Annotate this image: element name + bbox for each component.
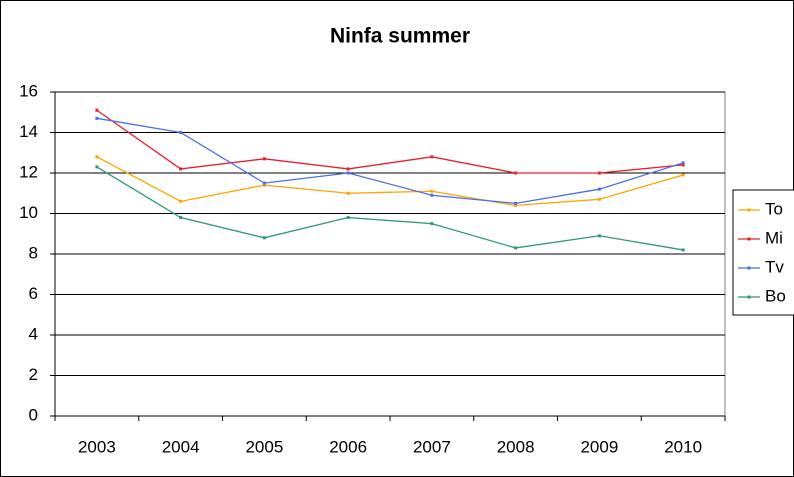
y-tick-label: 0	[29, 405, 38, 424]
x-tick-label: 2006	[329, 437, 367, 456]
legend-marker	[747, 208, 751, 212]
series-line	[96, 166, 684, 251]
point-marker	[346, 167, 350, 171]
y-tick-label: 12	[19, 162, 38, 181]
point-marker	[597, 197, 601, 201]
point-marker	[430, 222, 434, 226]
point-marker	[262, 236, 266, 240]
point-marker	[597, 171, 601, 175]
x-tick-label: 2005	[245, 437, 283, 456]
point-marker	[514, 203, 518, 207]
point-marker	[95, 155, 99, 159]
legend-label: Tv	[765, 257, 784, 276]
point-marker	[95, 108, 99, 112]
legend-marker	[747, 266, 751, 270]
y-tick-label: 4	[29, 324, 38, 343]
point-marker	[514, 201, 518, 205]
point-marker	[430, 155, 434, 159]
point-marker	[681, 161, 685, 165]
point-marker	[179, 216, 183, 220]
y-tick-label: 16	[19, 81, 38, 100]
legend-label: Bo	[765, 286, 786, 305]
point-marker	[346, 216, 350, 220]
point-marker	[681, 163, 685, 167]
point-marker	[346, 191, 350, 195]
legend-marker	[747, 295, 751, 299]
legend-label: To	[765, 199, 783, 218]
point-marker	[179, 167, 183, 171]
point-marker	[262, 157, 266, 161]
legend-marker	[747, 237, 751, 241]
point-marker	[514, 171, 518, 175]
point-marker	[514, 246, 518, 250]
point-marker	[681, 173, 685, 177]
legend-box	[732, 189, 794, 316]
series-line	[96, 109, 684, 174]
point-marker	[262, 183, 266, 187]
point-marker	[430, 189, 434, 193]
point-marker	[597, 187, 601, 191]
point-marker	[681, 248, 685, 252]
point-marker	[346, 171, 350, 175]
y-tick-label: 6	[29, 284, 38, 303]
point-marker	[262, 181, 266, 185]
x-tick-label: 2003	[78, 437, 116, 456]
x-tick-label: 2008	[497, 437, 535, 456]
point-marker	[430, 193, 434, 197]
x-tick-label: 2009	[580, 437, 618, 456]
point-marker	[179, 199, 183, 203]
point-marker	[597, 234, 601, 238]
x-tick-label: 2004	[162, 437, 200, 456]
series-line	[96, 156, 684, 207]
chart-title: Ninfa summer	[330, 25, 470, 48]
y-tick-label: 2	[29, 365, 38, 384]
y-tick-label: 14	[19, 122, 38, 141]
y-tick-label: 10	[19, 203, 38, 222]
series-line	[96, 117, 684, 205]
point-marker	[95, 165, 99, 169]
point-marker	[95, 116, 99, 120]
x-tick-label: 2007	[413, 437, 451, 456]
point-marker	[179, 131, 183, 134]
x-tick-label: 2010	[664, 437, 702, 456]
y-tick-label: 8	[29, 243, 38, 262]
legend-label: Mi	[765, 228, 783, 247]
